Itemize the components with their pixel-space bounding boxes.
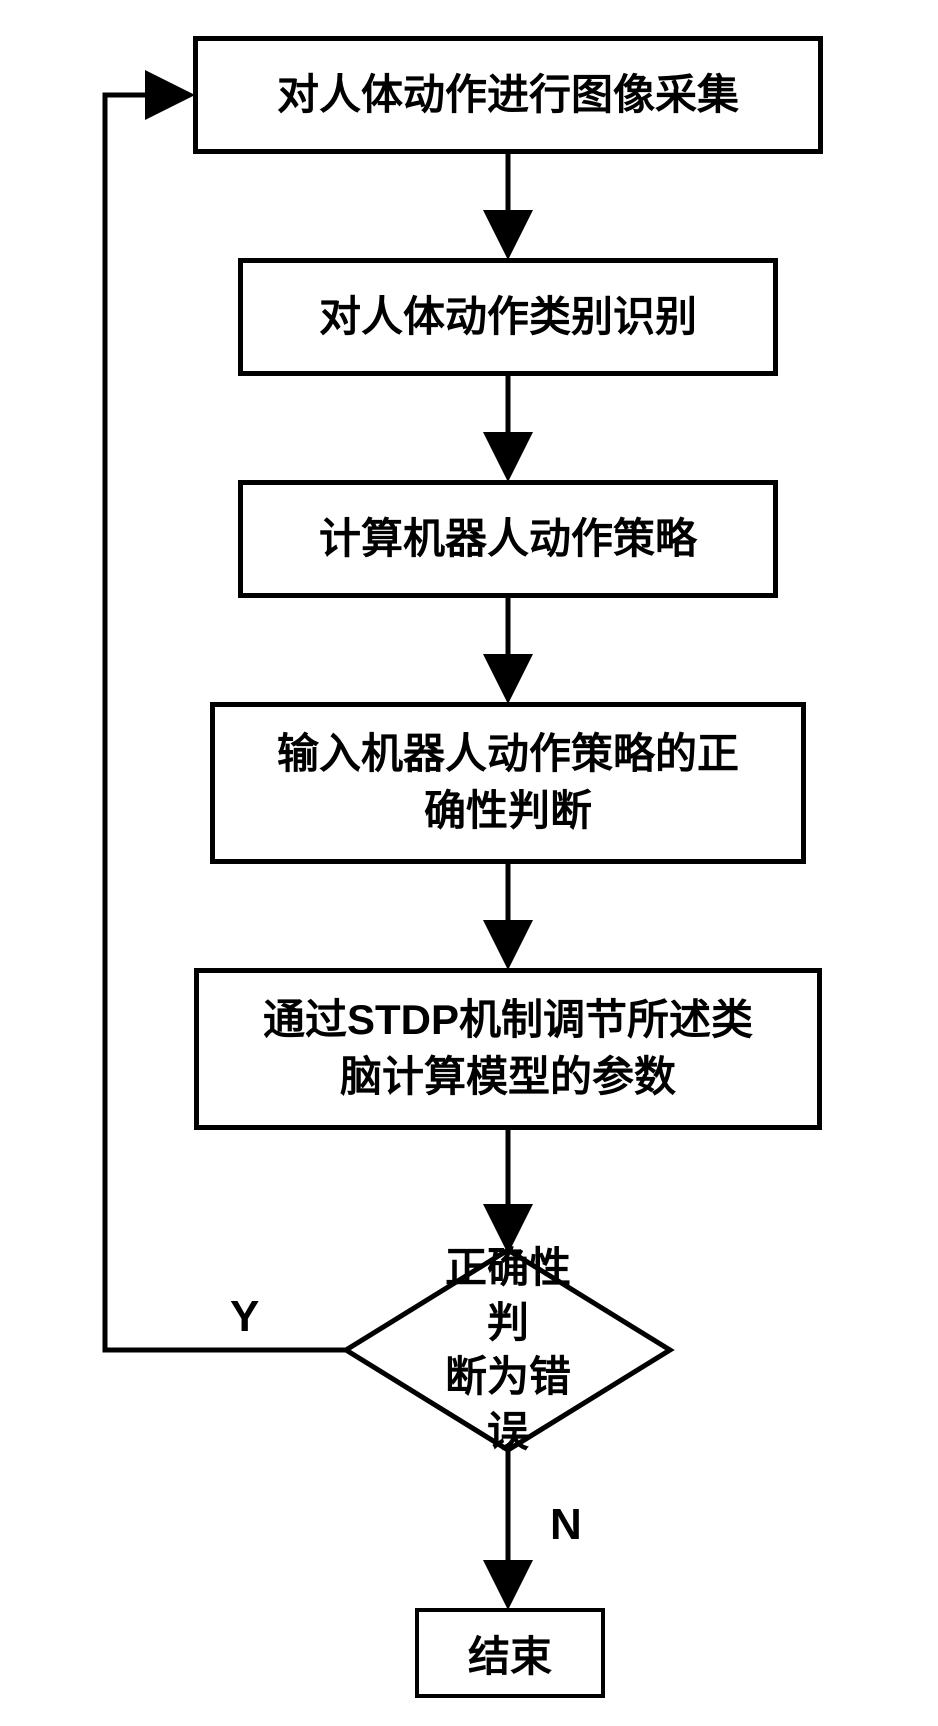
step2-label: 对人体动作类别识别 [319, 289, 697, 346]
flowchart-container: 对人体动作进行图像采集 对人体动作类别识别 计算机器人动作策略 输入机器人动作策… [0, 0, 938, 1726]
step5-label: 通过STDP机制调节所述类 脑计算模型的参数 [263, 992, 753, 1105]
step4-box: 输入机器人动作策略的正 确性判断 [210, 702, 806, 864]
no-label: N [550, 1500, 582, 1550]
yes-text: Y [230, 1292, 259, 1341]
step2-box: 对人体动作类别识别 [238, 258, 778, 376]
yes-label: Y [230, 1292, 259, 1342]
step3-box: 计算机器人动作策略 [238, 480, 778, 598]
step5-box: 通过STDP机制调节所述类 脑计算模型的参数 [194, 968, 822, 1130]
end-label: 结束 [468, 1623, 552, 1684]
step1-label: 对人体动作进行图像采集 [277, 67, 739, 124]
no-text: N [550, 1500, 582, 1549]
end-box: 结束 [415, 1608, 605, 1698]
step1-box: 对人体动作进行图像采集 [193, 36, 823, 154]
decision-label: 正确性判 断为错误 [428, 1241, 588, 1459]
step3-label: 计算机器人动作策略 [319, 511, 697, 568]
decision-diamond: 正确性判 断为错误 [348, 1250, 668, 1450]
step4-label: 输入机器人动作策略的正 确性判断 [277, 726, 739, 839]
